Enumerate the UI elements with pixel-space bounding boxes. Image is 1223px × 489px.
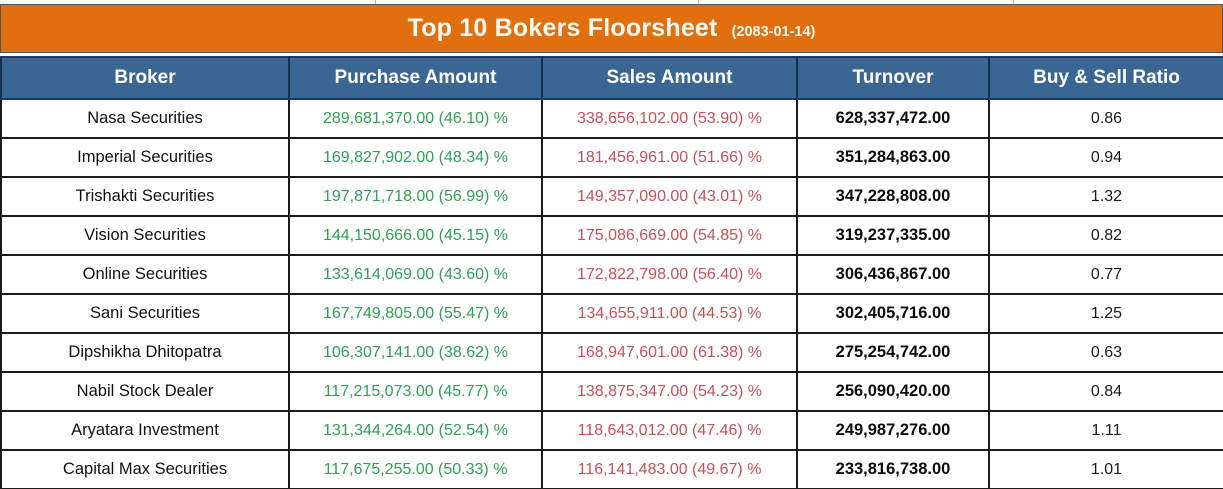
sales-amount-cell: 134,655,911.00 (44.53) %: [541, 293, 798, 334]
purchase-amount-cell: 197,871,718.00 (56.99) %: [288, 176, 543, 217]
table-row: Imperial Securities 169,827,902.00 (48.3…: [0, 137, 1223, 178]
turnover-cell: 628,337,472.00: [796, 98, 990, 139]
turnover-cell: 319,237,335.00: [796, 215, 990, 256]
broker-name-cell: Nabil Stock Dealer: [0, 371, 290, 412]
column-header-turnover: Turnover: [796, 56, 990, 100]
turnover-cell: 233,816,738.00: [796, 449, 990, 489]
floorsheet-table: Broker Purchase Amount Sales Amount Turn…: [0, 56, 1223, 489]
sales-amount-cell: 181,456,961.00 (51.66) %: [541, 137, 798, 178]
turnover-cell: 275,254,742.00: [796, 332, 990, 373]
broker-name-cell: Sani Securities: [0, 293, 290, 334]
sales-amount-cell: 116,141,483.00 (49.67) %: [541, 449, 798, 489]
broker-name-cell: Capital Max Securities: [0, 449, 290, 489]
turnover-cell: 306,436,867.00: [796, 254, 990, 295]
table-row: Trishakti Securities 197,871,718.00 (56.…: [0, 176, 1223, 217]
table-row: Vision Securities 144,150,666.00 (45.15)…: [0, 215, 1223, 256]
sales-amount-cell: 168,947,601.00 (61.38) %: [541, 332, 798, 373]
title-date: (2083-01-14): [731, 23, 816, 40]
table-row: Nasa Securities 289,681,370.00 (46.10) %…: [0, 98, 1223, 139]
purchase-amount-cell: 131,344,264.00 (52.54) %: [288, 410, 543, 451]
broker-name-cell: Trishakti Securities: [0, 176, 290, 217]
sales-amount-cell: 138,875,347.00 (54.23) %: [541, 371, 798, 412]
broker-name-cell: Imperial Securities: [0, 137, 290, 178]
purchase-amount-cell: 117,675,255.00 (50.33) %: [288, 449, 543, 489]
table-row: Nabil Stock Dealer 117,215,073.00 (45.77…: [0, 371, 1223, 412]
table-row: Capital Max Securities 117,675,255.00 (5…: [0, 449, 1223, 489]
buy-sell-ratio-cell: 0.84: [988, 371, 1223, 412]
broker-name-cell: Dipshikha Dhitopatra: [0, 332, 290, 373]
buy-sell-ratio-cell: 0.63: [988, 332, 1223, 373]
turnover-cell: 256,090,420.00: [796, 371, 990, 412]
turnover-cell: 351,284,863.00: [796, 137, 990, 178]
turnover-cell: 249,987,276.00: [796, 410, 990, 451]
purchase-amount-cell: 106,307,141.00 (38.62) %: [288, 332, 543, 373]
banner-separator: [0, 53, 1223, 56]
sales-amount-cell: 175,086,669.00 (54.85) %: [541, 215, 798, 256]
broker-name-cell: Online Securities: [0, 254, 290, 295]
buy-sell-ratio-cell: 1.01: [988, 449, 1223, 489]
table-row: Sani Securities 167,749,805.00 (55.47) %…: [0, 293, 1223, 334]
table-row: Aryatara Investment 131,344,264.00 (52.5…: [0, 410, 1223, 451]
broker-name-cell: Nasa Securities: [0, 98, 290, 139]
broker-name-cell: Aryatara Investment: [0, 410, 290, 451]
sales-amount-cell: 118,643,012.00 (47.46) %: [541, 410, 798, 451]
table-row: Dipshikha Dhitopatra 106,307,141.00 (38.…: [0, 332, 1223, 373]
purchase-amount-cell: 133,614,069.00 (43.60) %: [288, 254, 543, 295]
purchase-amount-cell: 169,827,902.00 (48.34) %: [288, 137, 543, 178]
buy-sell-ratio-cell: 0.77: [988, 254, 1223, 295]
turnover-cell: 302,405,716.00: [796, 293, 990, 334]
purchase-amount-cell: 117,215,073.00 (45.77) %: [288, 371, 543, 412]
purchase-amount-cell: 144,150,666.00 (45.15) %: [288, 215, 543, 256]
sales-amount-cell: 338,656,102.00 (53.90) %: [541, 98, 798, 139]
table-row: Online Securities 133,614,069.00 (43.60)…: [0, 254, 1223, 295]
turnover-cell: 347,228,808.00: [796, 176, 990, 217]
column-header-purchase: Purchase Amount: [288, 56, 543, 100]
buy-sell-ratio-cell: 1.11: [988, 410, 1223, 451]
column-header-broker: Broker: [0, 56, 290, 100]
broker-name-cell: Vision Securities: [0, 215, 290, 256]
purchase-amount-cell: 167,749,805.00 (55.47) %: [288, 293, 543, 334]
spreadsheet-edge-strip: [0, 0, 1223, 4]
table-header-row: Broker Purchase Amount Sales Amount Turn…: [0, 56, 1223, 100]
sales-amount-cell: 172,822,798.00 (56.40) %: [541, 254, 798, 295]
column-header-sales: Sales Amount: [541, 56, 798, 100]
gridline-tick: [698, 0, 699, 4]
buy-sell-ratio-cell: 1.32: [988, 176, 1223, 217]
buy-sell-ratio-cell: 0.82: [988, 215, 1223, 256]
gridline-tick: [1013, 0, 1014, 4]
purchase-amount-cell: 289,681,370.00 (46.10) %: [288, 98, 543, 139]
column-header-ratio: Buy & Sell Ratio: [988, 56, 1223, 100]
page-title: Top 10 Bokers Floorsheet: [407, 14, 718, 42]
title-banner: Top 10 Bokers Floorsheet (2083-01-14): [0, 4, 1223, 53]
sales-amount-cell: 149,357,090.00 (43.01) %: [541, 176, 798, 217]
buy-sell-ratio-cell: 1.25: [988, 293, 1223, 334]
table-body: Nasa Securities 289,681,370.00 (46.10) %…: [0, 98, 1223, 489]
buy-sell-ratio-cell: 0.94: [988, 137, 1223, 178]
buy-sell-ratio-cell: 0.86: [988, 98, 1223, 139]
gridline-tick: [375, 0, 376, 4]
